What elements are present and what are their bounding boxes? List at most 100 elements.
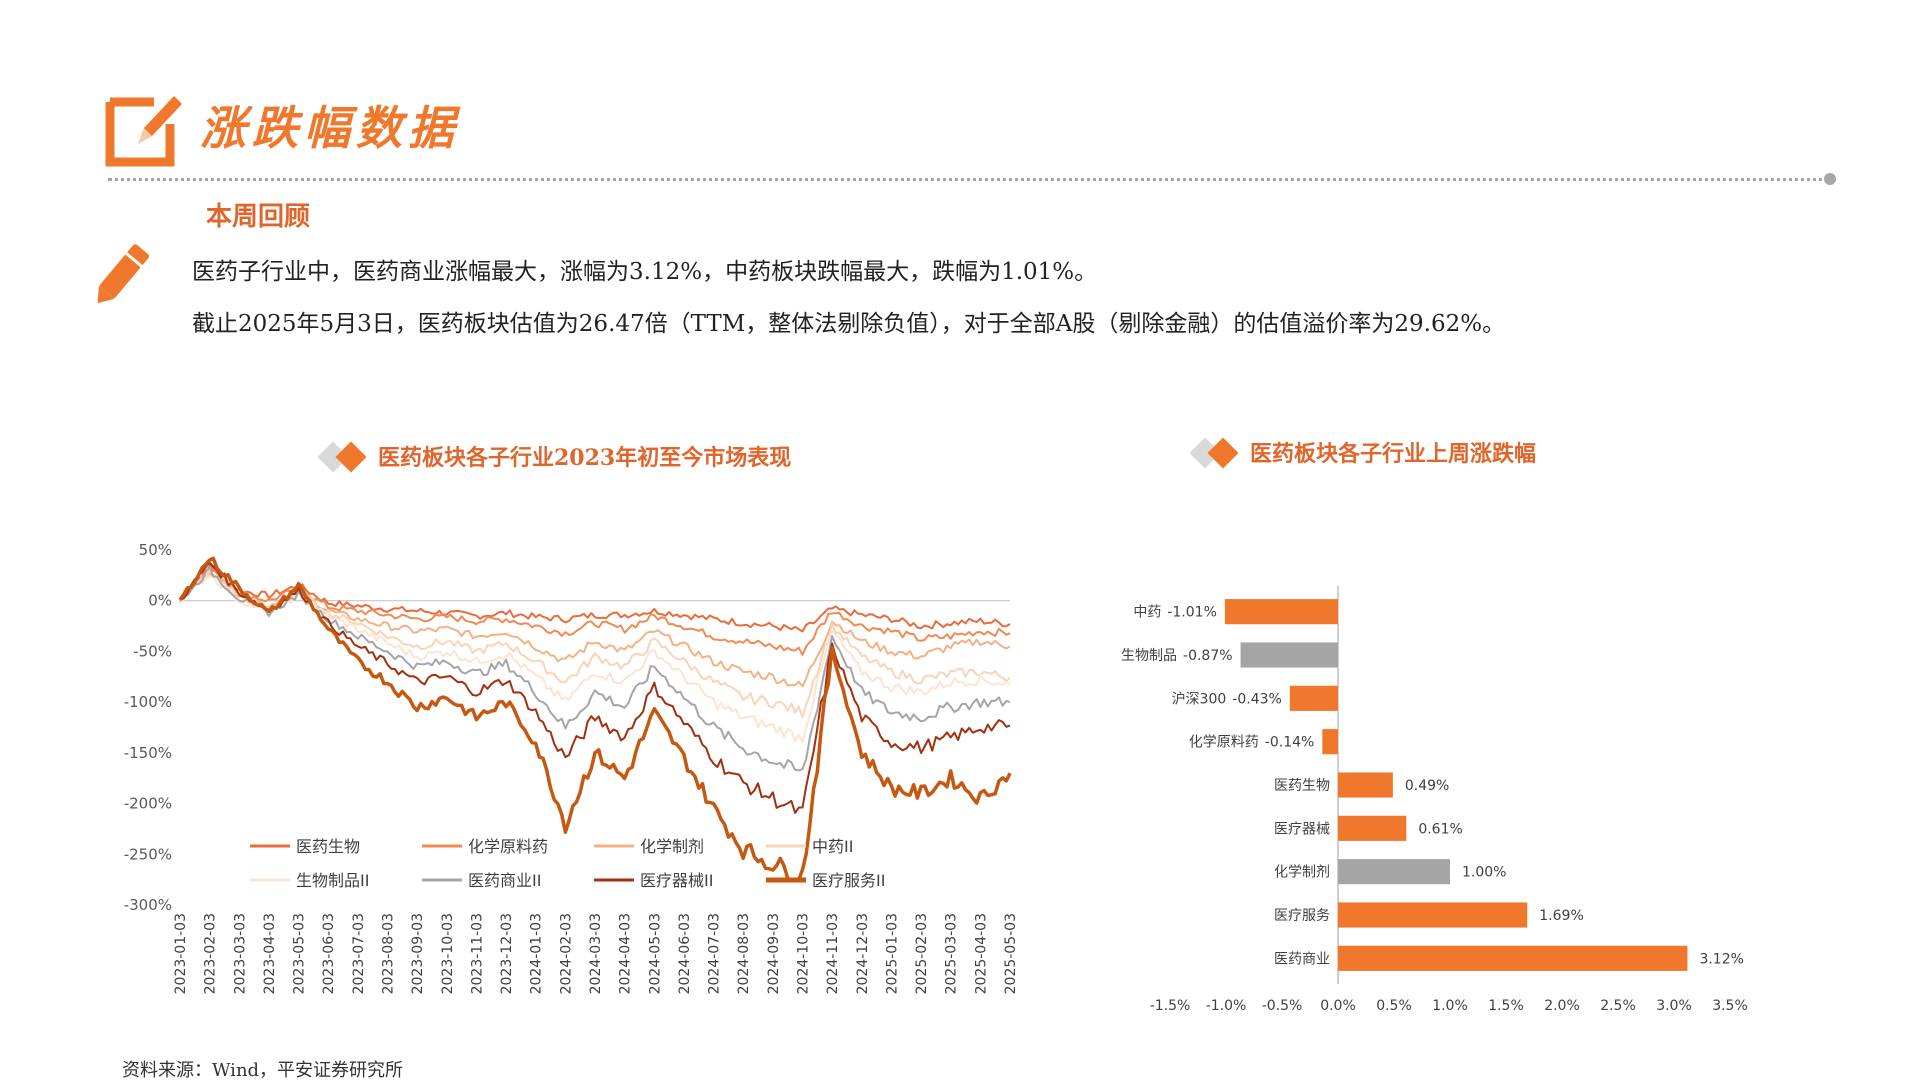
summary-line-2: 截止2025年5月3日，医药板块估值为26.47倍（TTM，整体法剔除负值），对… (192, 311, 1506, 337)
x-tick-label: 2.0% (1544, 998, 1580, 1014)
bar (1338, 945, 1688, 971)
x-tick-label: 2023-03-03 (232, 913, 248, 994)
y-tick-label: 50% (139, 541, 172, 559)
x-tick-label: 2023-09-03 (410, 913, 426, 994)
category-label: 医疗器械 (1274, 821, 1330, 837)
category-label: 化学制剂 (1274, 865, 1330, 881)
series-line (179, 575, 1011, 744)
bar (1338, 902, 1528, 928)
category-label: 中药 (1133, 605, 1161, 621)
x-tick-label: 2023-05-03 (292, 913, 308, 994)
category-label: 医疗服务 (1274, 908, 1330, 924)
line-chart: 50%0%-50%-100%-150%-200%-250%-300%2023-0… (124, 541, 1019, 994)
x-tick-label: 2023-07-03 (351, 913, 367, 994)
legend-label: 医药生物 (296, 837, 360, 856)
value-label: -0.87% (1183, 648, 1233, 664)
value-label: 3.12% (1699, 951, 1743, 967)
bar (1338, 815, 1407, 841)
category-label: 化学原料药 (1189, 735, 1259, 751)
y-tick-label: -250% (124, 845, 172, 863)
y-tick-label: -300% (124, 896, 172, 914)
x-tick-label: 0.5% (1376, 998, 1412, 1014)
x-tick-label: 2024-03-03 (588, 913, 604, 994)
x-tick-label: -1.5% (1150, 998, 1191, 1014)
value-label: -0.43% (1232, 691, 1282, 707)
series-line (179, 572, 1011, 688)
x-tick-label: 2023-10-03 (440, 913, 456, 994)
y-tick-label: 0% (148, 592, 172, 610)
x-tick-label: 1.5% (1488, 998, 1524, 1014)
bar-chart-title: 医药板块各子行业上周涨跌幅 (1250, 441, 1537, 467)
x-tick-label: 0.0% (1320, 998, 1356, 1014)
category-label: 医药生物 (1274, 778, 1330, 794)
x-tick-label: 2024-10-03 (796, 913, 812, 994)
edit-square-icon (105, 96, 182, 167)
pencil-icon (97, 244, 150, 304)
x-tick-label: 2023-11-03 (469, 913, 485, 994)
section-label: 本周回顾 (206, 202, 311, 232)
x-tick-label: 2025-01-03 (884, 913, 900, 994)
title-divider (108, 178, 1830, 181)
x-tick-label: 2024-11-03 (825, 913, 841, 994)
bar (1224, 599, 1338, 625)
x-tick-label: 2024-01-03 (529, 913, 545, 994)
value-label: 1.69% (1539, 908, 1583, 924)
series-line (179, 567, 1011, 656)
x-tick-label: 2.5% (1600, 998, 1636, 1014)
x-tick-label: 2025-02-03 (914, 913, 930, 994)
y-tick-label: -100% (124, 693, 172, 711)
x-tick-label: 2024-05-03 (647, 913, 663, 994)
x-tick-label: 2024-12-03 (855, 913, 871, 994)
category-label: 医药商业 (1274, 951, 1330, 967)
x-tick-label: 2024-04-03 (618, 913, 634, 994)
x-tick-label: 2023-01-03 (173, 913, 189, 994)
y-tick-label: -200% (124, 795, 172, 813)
bar (1240, 642, 1338, 668)
x-tick-label: 2024-02-03 (558, 913, 574, 994)
diamond-orange-icon (1207, 437, 1239, 469)
series-line (178, 556, 1012, 883)
x-tick-label: 1.0% (1432, 998, 1468, 1014)
bar (1338, 772, 1393, 798)
x-tick-label: 2023-02-03 (203, 913, 219, 994)
legend-label: 化学原料药 (468, 837, 548, 856)
x-tick-label: -0.5% (1262, 998, 1303, 1014)
value-label: -1.01% (1167, 605, 1217, 621)
legend-label: 医疗服务II (812, 871, 885, 890)
y-tick-label: -50% (133, 642, 172, 660)
x-tick-label: 3.5% (1712, 998, 1748, 1014)
x-tick-label: 3.0% (1656, 998, 1692, 1014)
value-label: 1.00% (1462, 865, 1506, 881)
category-label: 生物制品 (1121, 648, 1177, 664)
x-tick-label: -1.0% (1206, 998, 1247, 1014)
x-tick-label: 2025-04-03 (973, 913, 989, 994)
bar-chart: 中药 -1.01% 生物制品 -0.87% 沪深300 -0.43% 化学原料药 -0.14%… (1121, 586, 1748, 1014)
value-label: 0.49% (1405, 778, 1449, 794)
divider-end-dot (1824, 173, 1836, 185)
value-label: 0.61% (1418, 821, 1462, 837)
legend-label: 生物制品II (296, 871, 369, 890)
x-tick-label: 2024-08-03 (736, 913, 752, 994)
legend-label: 医药商业II (468, 871, 541, 890)
x-tick-label: 2024-07-03 (707, 913, 723, 994)
value-label: -0.14% (1265, 735, 1315, 751)
bar (1322, 729, 1338, 755)
x-tick-label: 2025-03-03 (944, 913, 960, 994)
legend-label: 中药II (812, 837, 853, 856)
x-tick-label: 2025-05-03 (1003, 913, 1019, 994)
x-tick-label: 2023-06-03 (321, 913, 337, 994)
x-tick-label: 2023-04-03 (262, 913, 278, 994)
x-tick-label: 2024-09-03 (766, 913, 782, 994)
bar (1338, 859, 1450, 885)
x-tick-label: 2023-08-03 (381, 913, 397, 994)
legend-label: 化学制剂 (640, 837, 704, 856)
page-title: 涨跌幅数据 (200, 101, 460, 155)
source-note: 资料来源：Wind，平安证券研究所 (122, 1060, 404, 1081)
category-label: 沪深300 (1172, 691, 1227, 707)
line-chart-title: 医药板块各子行业2023年初至今市场表现 (378, 445, 792, 471)
x-tick-label: 2024-06-03 (677, 913, 693, 994)
bar (1289, 685, 1338, 711)
legend-label: 医疗器械II (640, 871, 713, 890)
diamond-orange-icon (335, 441, 367, 473)
x-tick-label: 2023-12-03 (499, 913, 515, 994)
